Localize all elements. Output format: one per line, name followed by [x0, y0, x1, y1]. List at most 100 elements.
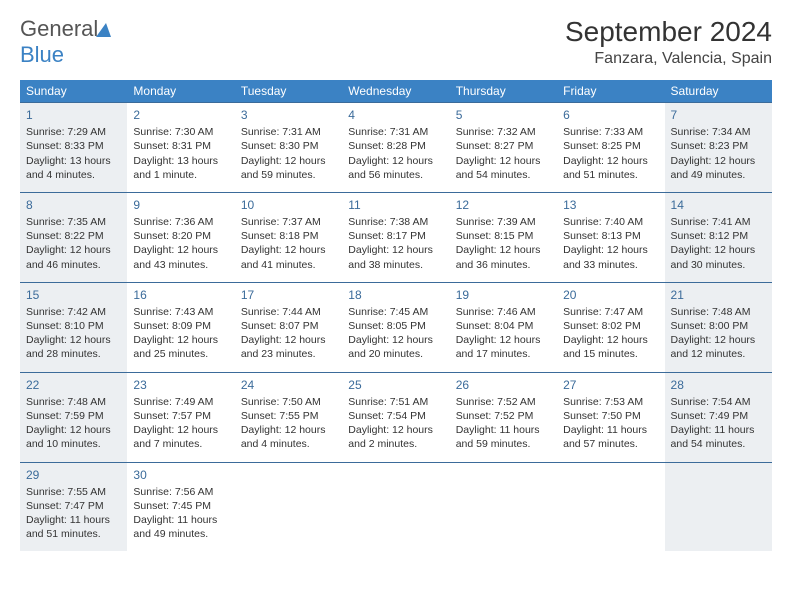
- sunrise-text: Sunrise: 7:33 AM: [563, 125, 658, 139]
- sunset-text: Sunset: 8:00 PM: [671, 319, 766, 333]
- day-number: 9: [133, 197, 228, 213]
- calendar-cell: 19Sunrise: 7:46 AMSunset: 8:04 PMDayligh…: [450, 282, 557, 372]
- sunrise-text: Sunrise: 7:49 AM: [133, 395, 228, 409]
- sunset-text: Sunset: 7:50 PM: [563, 409, 658, 423]
- day-number: 7: [671, 107, 766, 123]
- calendar-cell: 29Sunrise: 7:55 AMSunset: 7:47 PMDayligh…: [20, 462, 127, 551]
- calendar-cell: 27Sunrise: 7:53 AMSunset: 7:50 PMDayligh…: [557, 372, 664, 462]
- sunset-text: Sunset: 8:28 PM: [348, 139, 443, 153]
- sunset-text: Sunset: 7:49 PM: [671, 409, 766, 423]
- calendar-cell: [342, 462, 449, 551]
- sunset-text: Sunset: 8:25 PM: [563, 139, 658, 153]
- daylight-text: Daylight: 11 hours and 57 minutes.: [563, 423, 658, 451]
- day-number: 16: [133, 287, 228, 303]
- sunset-text: Sunset: 8:18 PM: [241, 229, 336, 243]
- sunset-text: Sunset: 8:02 PM: [563, 319, 658, 333]
- day-number: 2: [133, 107, 228, 123]
- daylight-text: Daylight: 12 hours and 28 minutes.: [26, 333, 121, 361]
- daylight-text: Daylight: 11 hours and 54 minutes.: [671, 423, 766, 451]
- day-number: 1: [26, 107, 121, 123]
- sunset-text: Sunset: 7:59 PM: [26, 409, 121, 423]
- sunrise-text: Sunrise: 7:48 AM: [671, 305, 766, 319]
- daylight-text: Daylight: 11 hours and 59 minutes.: [456, 423, 551, 451]
- day-header: Monday: [127, 80, 234, 103]
- calendar-row: 1Sunrise: 7:29 AMSunset: 8:33 PMDaylight…: [20, 103, 772, 193]
- calendar-row: 8Sunrise: 7:35 AMSunset: 8:22 PMDaylight…: [20, 192, 772, 282]
- title-block: September 2024 Fanzara, Valencia, Spain: [565, 16, 772, 68]
- sunrise-text: Sunrise: 7:45 AM: [348, 305, 443, 319]
- daylight-text: Daylight: 12 hours and 23 minutes.: [241, 333, 336, 361]
- logo-part2: Blue: [20, 42, 64, 67]
- calendar-cell: 18Sunrise: 7:45 AMSunset: 8:05 PMDayligh…: [342, 282, 449, 372]
- day-number: 28: [671, 377, 766, 393]
- logo-text: General Blue: [20, 16, 111, 68]
- sunrise-text: Sunrise: 7:39 AM: [456, 215, 551, 229]
- sunrise-text: Sunrise: 7:29 AM: [26, 125, 121, 139]
- location: Fanzara, Valencia, Spain: [565, 50, 772, 68]
- sunset-text: Sunset: 8:27 PM: [456, 139, 551, 153]
- calendar-cell: 14Sunrise: 7:41 AMSunset: 8:12 PMDayligh…: [665, 192, 772, 282]
- day-number: 3: [241, 107, 336, 123]
- calendar-row: 15Sunrise: 7:42 AMSunset: 8:10 PMDayligh…: [20, 282, 772, 372]
- sunset-text: Sunset: 8:30 PM: [241, 139, 336, 153]
- daylight-text: Daylight: 12 hours and 4 minutes.: [241, 423, 336, 451]
- sunrise-text: Sunrise: 7:55 AM: [26, 485, 121, 499]
- daylight-text: Daylight: 12 hours and 46 minutes.: [26, 243, 121, 271]
- calendar-cell: 6 Sunrise: 7:33 AMSunset: 8:25 PMDaylight…: [557, 103, 664, 193]
- daylight-text: Daylight: 12 hours and 10 minutes.: [26, 423, 121, 451]
- day-number: 18: [348, 287, 443, 303]
- day-number: 26: [456, 377, 551, 393]
- daylight-text: Daylight: 12 hours and 33 minutes.: [563, 243, 658, 271]
- day-number: 6: [563, 107, 658, 123]
- sunrise-text: Sunrise: 7:42 AM: [26, 305, 121, 319]
- sunrise-text: Sunrise: 7:36 AM: [133, 215, 228, 229]
- day-header: Saturday: [665, 80, 772, 103]
- day-header: Tuesday: [235, 80, 342, 103]
- sunrise-text: Sunrise: 7:43 AM: [133, 305, 228, 319]
- sunset-text: Sunset: 8:09 PM: [133, 319, 228, 333]
- calendar-cell: 4Sunrise: 7:31 AMSunset: 8:28 PMDaylight…: [342, 103, 449, 193]
- day-number: 15: [26, 287, 121, 303]
- sunrise-text: Sunrise: 7:54 AM: [671, 395, 766, 409]
- sunrise-text: Sunrise: 7:32 AM: [456, 125, 551, 139]
- day-number: 4: [348, 107, 443, 123]
- sunset-text: Sunset: 8:23 PM: [671, 139, 766, 153]
- sunrise-text: Sunrise: 7:46 AM: [456, 305, 551, 319]
- sunrise-text: Sunrise: 7:31 AM: [348, 125, 443, 139]
- sunrise-text: Sunrise: 7:37 AM: [241, 215, 336, 229]
- logo-triangle-icon: [96, 23, 111, 37]
- calendar-cell: 9Sunrise: 7:36 AMSunset: 8:20 PMDaylight…: [127, 192, 234, 282]
- sunrise-text: Sunrise: 7:50 AM: [241, 395, 336, 409]
- daylight-text: Daylight: 12 hours and 51 minutes.: [563, 154, 658, 182]
- sunset-text: Sunset: 8:10 PM: [26, 319, 121, 333]
- sunrise-text: Sunrise: 7:47 AM: [563, 305, 658, 319]
- calendar-row: 22Sunrise: 7:48 AMSunset: 7:59 PMDayligh…: [20, 372, 772, 462]
- calendar-cell: 7Sunrise: 7:34 AMSunset: 8:23 PMDaylight…: [665, 103, 772, 193]
- daylight-text: Daylight: 12 hours and 59 minutes.: [241, 154, 336, 182]
- calendar-cell: [665, 462, 772, 551]
- calendar-cell: 24Sunrise: 7:50 AMSunset: 7:55 PMDayligh…: [235, 372, 342, 462]
- daylight-text: Daylight: 12 hours and 36 minutes.: [456, 243, 551, 271]
- sunset-text: Sunset: 7:47 PM: [26, 499, 121, 513]
- sunrise-text: Sunrise: 7:44 AM: [241, 305, 336, 319]
- calendar-cell: [557, 462, 664, 551]
- sunset-text: Sunset: 7:52 PM: [456, 409, 551, 423]
- calendar-cell: 15 Sunrise: 7:42 AMSunset: 8:10 PMDayligh…: [20, 282, 127, 372]
- day-number: 12: [456, 197, 551, 213]
- daylight-text: Daylight: 12 hours and 54 minutes.: [456, 154, 551, 182]
- daylight-text: Daylight: 12 hours and 15 minutes.: [563, 333, 658, 361]
- day-number: 17: [241, 287, 336, 303]
- calendar-cell: 28 Sunrise: 7:54 AMSunset: 7:49 PMDayligh…: [665, 372, 772, 462]
- sunset-text: Sunset: 8:04 PM: [456, 319, 551, 333]
- calendar-cell: 10Sunrise: 7:37 AMSunset: 8:18 PMDayligh…: [235, 192, 342, 282]
- day-header: Wednesday: [342, 80, 449, 103]
- daylight-text: Daylight: 11 hours and 51 minutes.: [26, 513, 121, 541]
- day-header: Sunday: [20, 80, 127, 103]
- sunrise-text: Sunrise: 7:41 AM: [671, 215, 766, 229]
- day-header: Thursday: [450, 80, 557, 103]
- sunrise-text: Sunrise: 7:35 AM: [26, 215, 121, 229]
- calendar-cell: 20Sunrise: 7:47 AMSunset: 8:02 PMDayligh…: [557, 282, 664, 372]
- daylight-text: Daylight: 12 hours and 17 minutes.: [456, 333, 551, 361]
- day-number: 10: [241, 197, 336, 213]
- day-number: 11: [348, 197, 443, 213]
